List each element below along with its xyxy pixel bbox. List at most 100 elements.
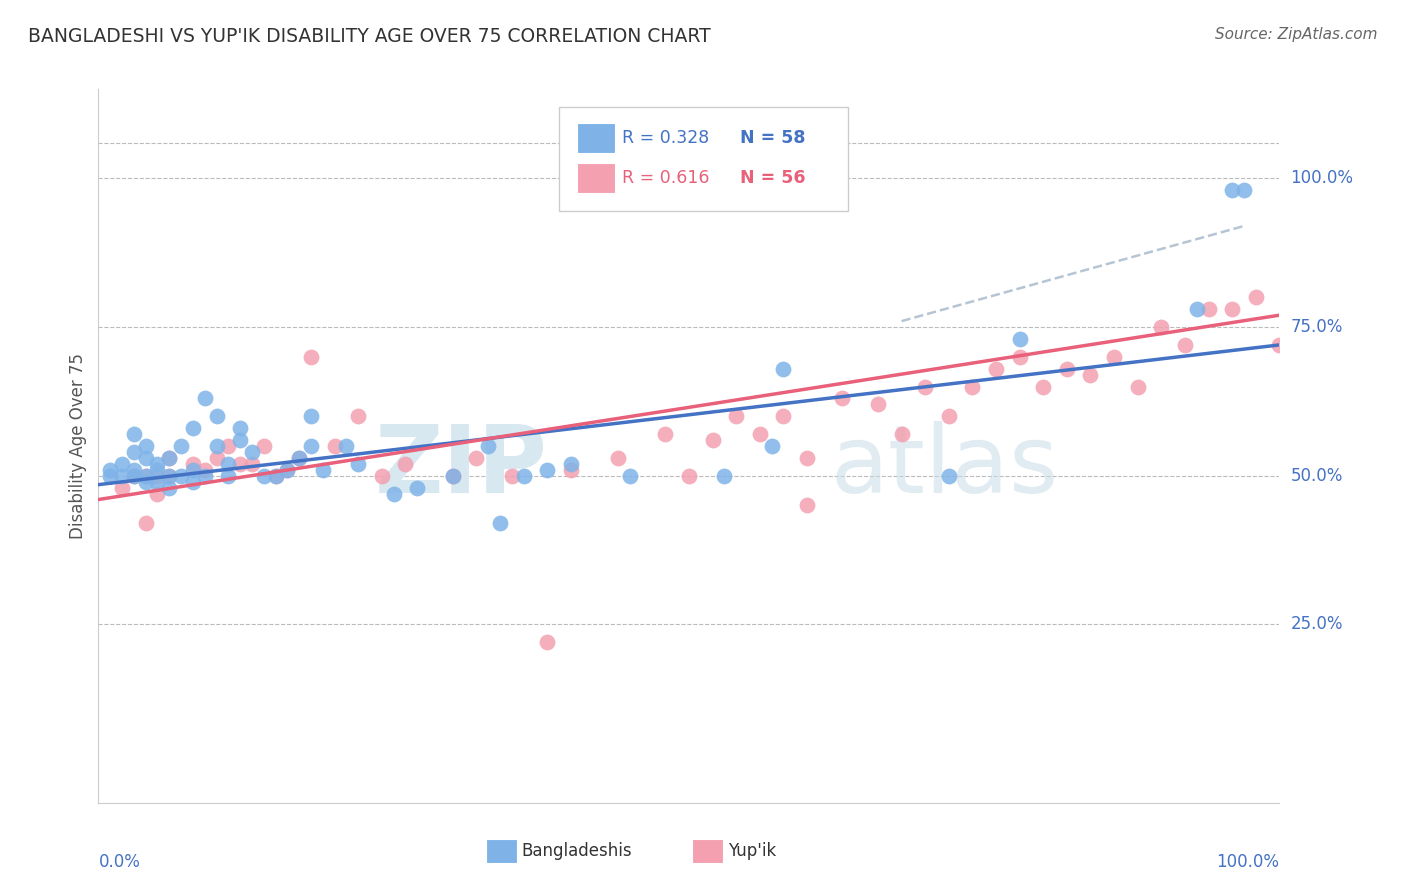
Point (205, 439, 228, 453)
Point (122, 468, 145, 483)
Point (276, 463, 298, 477)
Point (441, 468, 464, 483)
Point (205, 450, 228, 465)
Point (1185, 302, 1208, 317)
Point (323, 439, 346, 453)
Point (441, 468, 464, 483)
Point (1032, 379, 1054, 393)
Point (1174, 338, 1197, 352)
Text: 100.0%: 100.0% (1291, 169, 1354, 187)
FancyBboxPatch shape (576, 163, 614, 194)
Point (170, 468, 193, 483)
Point (240, 457, 263, 471)
Point (122, 427, 145, 442)
FancyBboxPatch shape (560, 107, 848, 211)
Text: ZIP: ZIP (374, 421, 547, 514)
Point (135, 439, 157, 453)
Point (111, 457, 134, 471)
Point (394, 457, 416, 471)
Text: N = 58: N = 58 (740, 128, 806, 146)
FancyBboxPatch shape (576, 123, 614, 153)
Point (240, 445, 263, 459)
Point (1008, 332, 1031, 346)
Point (772, 409, 794, 424)
Point (98, 468, 121, 483)
Point (229, 457, 252, 471)
Point (678, 468, 700, 483)
Point (135, 468, 157, 483)
Point (866, 397, 889, 411)
Text: BANGLADESHI VS YUP'IK DISABILITY AGE OVER 75 CORRELATION CHART: BANGLADESHI VS YUP'IK DISABILITY AGE OVE… (28, 27, 711, 45)
Point (194, 463, 217, 477)
Point (98, 463, 121, 477)
Point (890, 427, 912, 442)
Point (288, 450, 311, 465)
Point (181, 457, 204, 471)
Point (914, 379, 936, 393)
Y-axis label: Disability Age Over 75: Disability Age Over 75 (69, 353, 87, 539)
Point (217, 468, 239, 483)
Point (217, 439, 239, 453)
Point (347, 457, 370, 471)
Point (299, 439, 322, 453)
Point (1008, 350, 1031, 364)
Point (146, 463, 169, 477)
Point (984, 361, 1007, 376)
Point (122, 445, 145, 459)
Point (157, 481, 180, 495)
Text: 25.0%: 25.0% (1291, 615, 1343, 633)
Point (938, 468, 960, 483)
Point (796, 450, 818, 465)
Point (111, 468, 134, 483)
Point (938, 409, 960, 424)
Point (702, 433, 724, 447)
Point (1080, 368, 1102, 382)
Point (157, 450, 180, 465)
Point (1268, 338, 1291, 352)
Point (253, 439, 276, 453)
Point (299, 409, 322, 424)
Point (170, 439, 193, 453)
Point (619, 468, 641, 483)
Point (536, 635, 558, 649)
Point (761, 439, 783, 453)
Point (713, 468, 735, 483)
Point (135, 475, 157, 489)
Text: 50.0%: 50.0% (1291, 467, 1343, 484)
Point (654, 427, 676, 442)
Point (194, 392, 217, 406)
Point (181, 421, 204, 435)
Point (1233, 183, 1256, 197)
Point (489, 516, 512, 531)
Point (157, 450, 180, 465)
Point (772, 361, 794, 376)
Point (382, 486, 405, 500)
Text: N = 56: N = 56 (740, 169, 806, 187)
Point (135, 516, 157, 531)
Point (347, 409, 370, 424)
Point (371, 468, 394, 483)
Point (288, 450, 311, 465)
Point (465, 450, 488, 465)
Text: 0.0%: 0.0% (98, 853, 141, 871)
Point (560, 463, 582, 477)
Text: Bangladeshis: Bangladeshis (522, 842, 631, 860)
Text: R = 0.616: R = 0.616 (621, 169, 709, 187)
Point (1150, 320, 1173, 334)
Point (1056, 361, 1078, 376)
Point (1102, 350, 1125, 364)
Point (146, 468, 169, 483)
Point (501, 468, 523, 483)
Point (122, 468, 145, 483)
Point (181, 463, 204, 477)
Point (157, 468, 180, 483)
Point (253, 468, 276, 483)
Point (1220, 183, 1243, 197)
Point (796, 499, 818, 513)
Point (560, 457, 582, 471)
Point (962, 379, 984, 393)
Point (264, 468, 287, 483)
Point (217, 457, 239, 471)
Point (406, 481, 429, 495)
Point (1126, 379, 1149, 393)
